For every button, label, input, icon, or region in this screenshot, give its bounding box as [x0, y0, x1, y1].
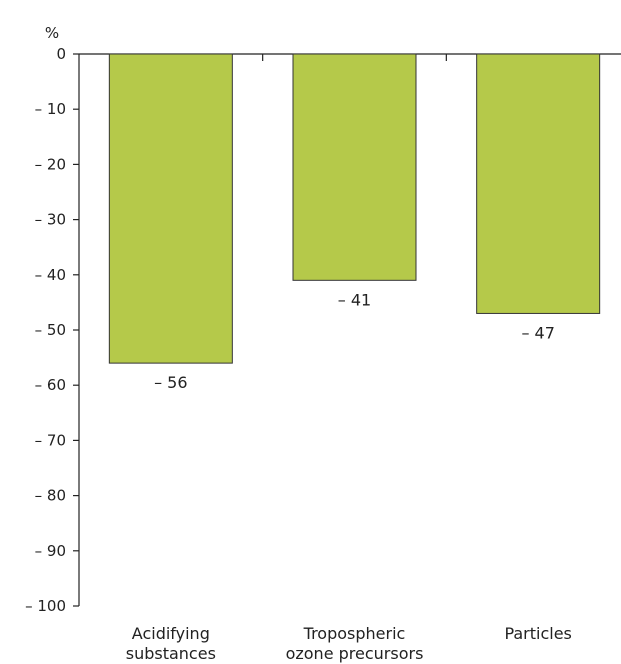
bar [476, 53, 601, 314]
data-labels: – 56 – 41 – 47 [154, 290, 555, 392]
y-axis: 0 – 10 – 20 – 30 – 40 – 50 – 60 – 70 – 80 – 90 – 1… [25, 45, 621, 615]
data-label: – 56 [154, 373, 187, 392]
y-tick-label: – 80 [35, 487, 66, 505]
y-tick-label: – 40 [35, 266, 66, 284]
data-label: – 47 [521, 323, 554, 342]
y-tick-label: – 10 [35, 100, 66, 118]
y-tick-label: – 20 [35, 155, 66, 173]
category-label: Particles [504, 624, 571, 643]
bar [292, 53, 417, 281]
bars [108, 53, 601, 364]
y-tick-label: – 100 [25, 597, 66, 615]
y-tick-label: – 30 [35, 211, 66, 229]
category-label: Tropospheric [303, 624, 406, 643]
category-label: Acidifying [132, 624, 210, 643]
y-unit-label: % [45, 24, 59, 42]
y-tick-label: – 50 [35, 321, 66, 339]
bar [108, 53, 233, 364]
data-label: – 41 [338, 290, 371, 309]
category-label: substances [126, 644, 216, 663]
y-tick-label: – 60 [35, 376, 66, 394]
y-tick-label: 0 [56, 45, 66, 63]
y-tick-label: – 70 [35, 431, 66, 449]
category-label: ozone precursors [286, 644, 424, 663]
y-tick-label: – 90 [35, 542, 66, 560]
